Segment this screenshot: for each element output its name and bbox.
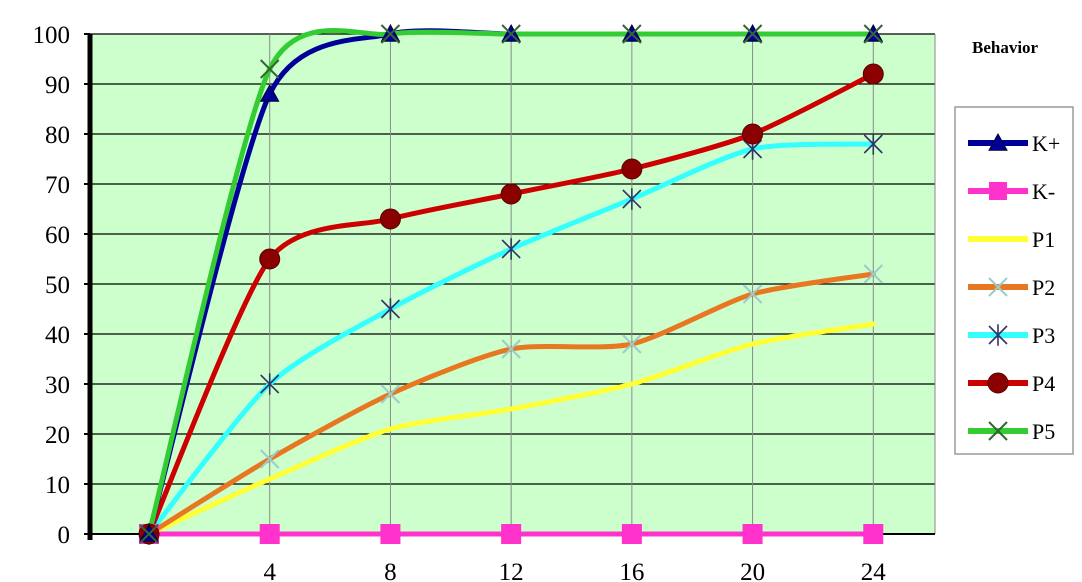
x-tick-label: 8 (384, 559, 397, 582)
data-point-K- (742, 524, 763, 544)
data-point-P4 (379, 208, 401, 230)
data-point-P2 (501, 339, 521, 359)
y-tick-label: 80 (45, 122, 70, 149)
data-point-P5 (260, 59, 280, 79)
data-point-P5 (742, 24, 763, 44)
series-markers (138, 23, 884, 545)
legend-marker-P3 (988, 324, 1008, 346)
legend-marker-P5 (988, 421, 1008, 441)
x-tick-label: 16 (619, 559, 644, 582)
data-point-K- (863, 524, 884, 544)
data-point-K+ (259, 83, 280, 102)
data-point-P2 (622, 334, 642, 354)
x-tick-label: 12 (499, 559, 524, 582)
y-tick-label: 50 (45, 272, 70, 299)
legend-label-K+: K+ (1032, 131, 1060, 156)
y-tick-label: 40 (45, 322, 70, 349)
data-point-P3 (622, 188, 642, 210)
data-point-P5 (380, 24, 401, 44)
y-tick-label: 30 (45, 372, 70, 399)
data-point-P4 (500, 183, 522, 205)
data-point-P3 (863, 133, 883, 155)
legend-label-P1: P1 (1032, 227, 1055, 252)
y-tick-label: 0 (58, 522, 71, 549)
legend-marker-K+ (988, 132, 1008, 151)
data-point-P4 (259, 248, 281, 270)
series-line-P5 (146, 28, 876, 537)
data-point-P2 (380, 384, 401, 404)
x-tick-label: 24 (861, 559, 887, 582)
x-tick-labels: 4 8 12 16 20 24 (263, 559, 886, 582)
data-point-P3 (260, 373, 280, 395)
legend-label-P3: P3 (1032, 323, 1055, 348)
x-tick-label: 20 (740, 559, 765, 582)
data-point-P2 (863, 264, 883, 284)
data-point-P4 (742, 123, 764, 145)
data-point-K- (501, 524, 522, 544)
data-point-P5 (501, 24, 521, 44)
data-point-P5 (622, 24, 642, 44)
legend-box (954, 106, 1074, 455)
legend-marker-K- (989, 182, 1007, 200)
y-tick-labels: 0 10 20 30 40 50 60 70 80 90 100 (33, 22, 71, 549)
legend-title: Behavior (972, 38, 1039, 57)
legend: K+ K- P1 P2 P3 P4 P5 (954, 106, 1074, 455)
legend-label-P5: P5 (1032, 419, 1055, 444)
y-tick-label: 90 (45, 72, 70, 99)
data-point-P2 (260, 449, 280, 469)
data-point-P4 (862, 63, 884, 85)
data-point-K- (380, 524, 401, 544)
data-point-P3 (380, 298, 400, 320)
y-tick-label: 70 (45, 172, 70, 199)
legend-label-P4: P4 (1032, 371, 1055, 396)
legend-marker-P2 (988, 277, 1008, 297)
data-point-P3 (501, 238, 521, 260)
data-point-P5 (863, 24, 883, 44)
data-point-P2 (742, 284, 763, 304)
legend-label-P2: P2 (1032, 275, 1055, 300)
data-point-K- (259, 524, 280, 544)
series-line-P1 (146, 321, 876, 537)
legend-label-K-: K- (1032, 179, 1055, 204)
data-point-P4 (621, 158, 643, 180)
data-point-K- (621, 524, 642, 544)
y-tick-label: 100 (33, 22, 71, 49)
legend-marker-P4 (987, 372, 1009, 394)
y-tick-label: 20 (45, 422, 70, 449)
y-tick-label: 60 (45, 222, 70, 249)
y-tick-label: 10 (45, 472, 70, 499)
data-point-P5 (139, 524, 159, 544)
x-tick-label: 4 (263, 559, 276, 582)
